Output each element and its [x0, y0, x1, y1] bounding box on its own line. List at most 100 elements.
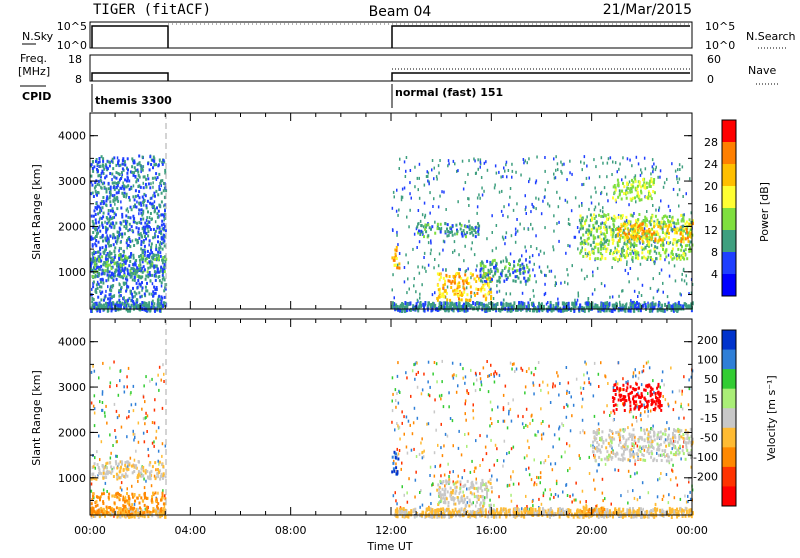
- power-echo: [97, 170, 99, 173]
- power-echo: [585, 231, 587, 234]
- power-echo: [635, 256, 637, 259]
- velocity-speckle: [135, 403, 137, 406]
- velocity-speckle: [437, 444, 439, 447]
- power-speckle: [424, 216, 426, 219]
- power-ground-echo: [99, 305, 101, 309]
- power-echo: [642, 236, 644, 239]
- power-echo: [135, 238, 137, 241]
- velocity-speckle: [537, 430, 539, 433]
- velocity-ground-echo: [118, 507, 120, 511]
- power-echo: [453, 275, 455, 278]
- power-echo: [116, 301, 118, 304]
- power-echo: [612, 233, 614, 236]
- velocity-speckle: [594, 362, 596, 365]
- power-speckle: [149, 216, 151, 219]
- power-ground-echo: [602, 303, 604, 307]
- velocity-speckle: [584, 381, 586, 384]
- power-ground-echo: [422, 303, 424, 307]
- power-echo: [482, 269, 484, 272]
- velocity-speckle: [525, 468, 527, 471]
- power-echo: [140, 202, 142, 205]
- power-echo: [648, 182, 650, 185]
- power-speckle: [545, 188, 547, 191]
- velocity-speckle: [105, 482, 107, 485]
- velocity-speckle: [94, 424, 96, 427]
- power-echo: [613, 219, 615, 222]
- power-echo: [104, 294, 106, 297]
- power-ground-echo: [674, 303, 676, 307]
- power-ground-echo: [473, 306, 475, 310]
- power-echo: [100, 179, 102, 182]
- power-echo: [465, 225, 467, 228]
- power-echo: [107, 167, 109, 170]
- velocity-speckle: [508, 410, 510, 413]
- power-echo: [142, 271, 144, 274]
- velocity-speckle: [91, 490, 93, 493]
- velocity-speckle: [421, 392, 423, 395]
- velocity-speckle: [618, 444, 620, 447]
- power-speckle: [494, 186, 496, 189]
- power-echo: [156, 212, 158, 215]
- power-echo: [584, 222, 586, 225]
- velocity-speckle: [428, 422, 430, 425]
- velocity-speckle: [119, 379, 121, 382]
- power-echo: [140, 218, 142, 221]
- power-echo: [632, 185, 634, 188]
- power-speckle: [584, 277, 586, 280]
- power-echo: [683, 230, 685, 233]
- power-echo: [690, 241, 692, 244]
- power-speckle: [583, 183, 585, 186]
- power-echo: [118, 273, 120, 276]
- velocity-speckle: [498, 495, 500, 498]
- power-speckle: [592, 271, 594, 274]
- power-echo: [452, 234, 454, 237]
- power-echo: [513, 260, 515, 263]
- velocity-speckle: [462, 367, 464, 370]
- power-echo: [157, 225, 159, 228]
- nsky-tick-low: 10^0: [57, 39, 87, 52]
- power-speckle: [108, 279, 110, 282]
- velocity-speckle: [464, 433, 466, 436]
- power-echo: [126, 180, 128, 183]
- velocity-ground-echo: [137, 508, 139, 512]
- power-speckle: [558, 240, 560, 243]
- power-echo: [154, 177, 156, 180]
- power-echo: [133, 257, 135, 260]
- velocity-speckle: [155, 437, 157, 440]
- power-frame: [90, 113, 692, 309]
- power-speckle: [528, 228, 530, 231]
- power-speckle: [547, 265, 549, 268]
- velocity-speckle: [505, 385, 507, 388]
- velocity-speckle: [392, 376, 394, 379]
- power-echo: [523, 267, 525, 270]
- power-echo: [153, 228, 155, 231]
- power-echo: [681, 220, 683, 223]
- power-echo: [622, 249, 624, 252]
- velocity-speckle: [660, 386, 662, 389]
- velocity-speckle: [473, 383, 475, 386]
- velocity-speckle: [410, 395, 412, 398]
- power-echo: [116, 177, 118, 180]
- power-echo: [520, 281, 522, 284]
- power-echo: [450, 286, 452, 289]
- velocity-speckle: [480, 377, 482, 380]
- power-speckle: [508, 203, 510, 206]
- power-echo: [394, 259, 396, 262]
- power-echo: [641, 256, 643, 259]
- power-echo: [100, 286, 102, 289]
- power-speckle: [598, 203, 600, 206]
- power-echo: [133, 244, 135, 247]
- velocity-speckle: [511, 447, 513, 450]
- velocity-speckle: [575, 482, 577, 485]
- power-speckle: [524, 246, 526, 249]
- power-echo: [648, 241, 650, 244]
- velocity-speckle: [657, 478, 659, 481]
- power-echo: [151, 218, 153, 221]
- power-echo: [97, 251, 99, 254]
- power-echo: [675, 253, 677, 256]
- power-echo: [512, 268, 514, 271]
- power-echo: [637, 185, 639, 188]
- power-speckle: [667, 295, 669, 298]
- power-echo: [139, 259, 141, 262]
- power-echo: [123, 225, 125, 228]
